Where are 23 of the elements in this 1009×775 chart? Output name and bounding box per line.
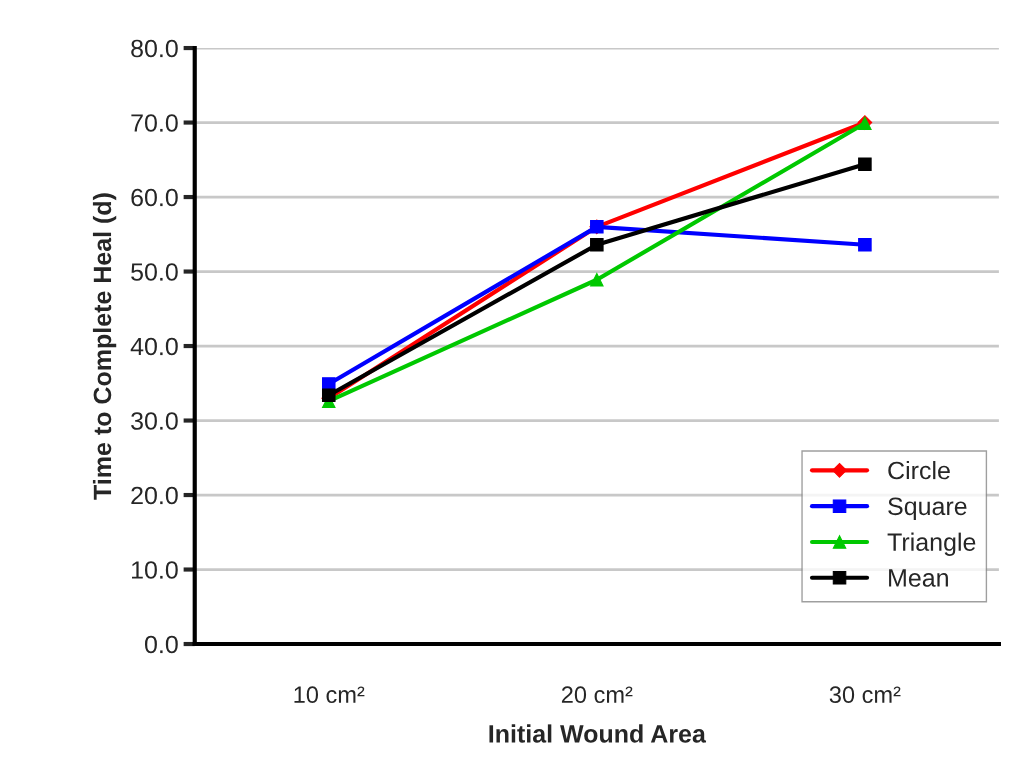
- legend-label: Square: [888, 497, 967, 521]
- y-tick-label: 60.0: [131, 188, 178, 207]
- y-tick-label: 10.0: [132, 561, 178, 579]
- y-tick-label: 40.0: [130, 337, 178, 356]
- x-axis-title: Initial Wound Area: [489, 724, 707, 743]
- point: [858, 237, 872, 252]
- y-tick-label: 70.0: [131, 114, 178, 132]
- y-tick-label: 80.0: [131, 39, 178, 58]
- y-tick-label: 20.0: [131, 486, 178, 505]
- legend-label: Mean: [889, 569, 948, 587]
- y-tick-label: 50.0: [131, 263, 178, 281]
- x-tick-label: 10 cm²: [294, 686, 365, 704]
- point: [322, 388, 336, 402]
- point: [858, 157, 872, 172]
- y-tick-label: 0.0: [144, 635, 178, 654]
- y-axis-title: Time to Complete Heal (d): [92, 193, 117, 500]
- point: [590, 237, 604, 252]
- point: [590, 272, 604, 287]
- legend-label: Circle: [888, 461, 950, 480]
- x-tick-label: 30 cm²: [829, 686, 901, 704]
- y-tick-label: 30.0: [131, 412, 178, 430]
- x-tick-label: 20 cm²: [561, 686, 633, 704]
- legend-label: Triangle: [887, 532, 976, 556]
